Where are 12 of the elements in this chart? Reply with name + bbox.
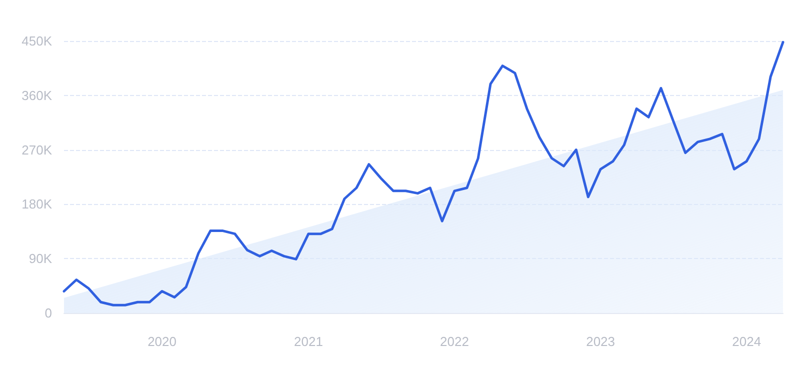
x-tick-label: 2020 xyxy=(148,334,176,349)
x-tick-label: 2021 xyxy=(294,334,323,349)
y-tick-label: 270K xyxy=(22,142,52,158)
line-series xyxy=(62,40,784,306)
x-tick-label: 2024 xyxy=(732,334,762,349)
y-tick-label: 360K xyxy=(22,88,52,103)
x-tick-label: 2023 xyxy=(586,334,616,349)
y-tick-label: 180K xyxy=(22,196,52,212)
x-tick-label: 2022 xyxy=(440,334,469,349)
y-tick-label: 0 xyxy=(44,306,52,320)
y-tick-label: 450K xyxy=(22,34,52,48)
y-tick-label: 90K xyxy=(28,251,52,266)
